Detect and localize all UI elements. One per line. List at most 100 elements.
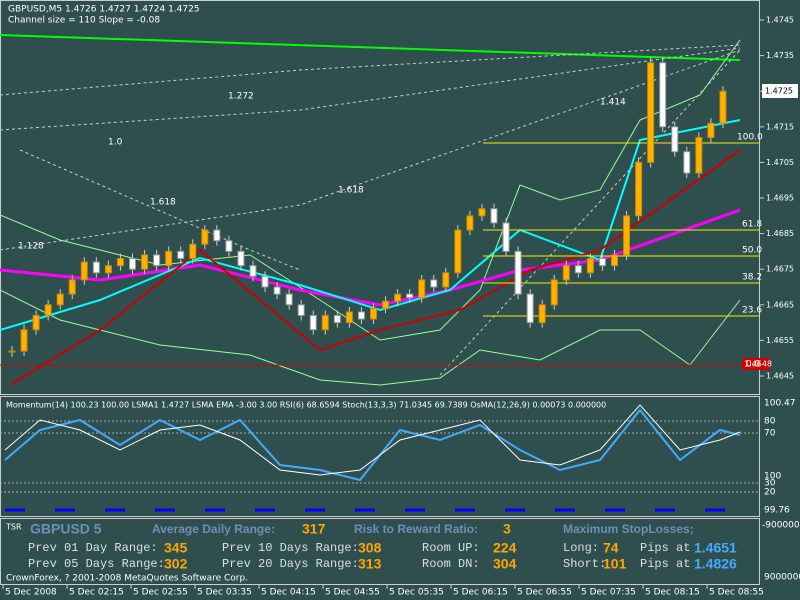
- fib: 1.272 1.0 1.618 1.618 1.128 1.414 100.0 …: [18, 92, 763, 370]
- candle: [201, 229, 209, 245]
- candle: [635, 161, 643, 217]
- candle: [562, 265, 570, 281]
- candle: [430, 279, 438, 288]
- p10-label: Prev 10 Days Range:: [222, 541, 359, 555]
- room-dn: 304: [493, 556, 517, 572]
- candle: [20, 329, 28, 352]
- candle: [129, 258, 136, 270]
- candle: [321, 314, 329, 331]
- candle: [538, 304, 546, 324]
- p01: 345: [164, 540, 188, 556]
- price-tick-label: 1.4645: [766, 372, 794, 381]
- long-label: Long:: [563, 541, 599, 555]
- info-axis: 9000000: [764, 573, 800, 583]
- candles: [8, 57, 727, 358]
- pips-at: Pips at: [640, 557, 690, 571]
- time-label: 5 Dec 06:15: [453, 588, 508, 598]
- time-label: 5 Dec 08:55: [709, 588, 764, 598]
- short-label: Short:: [563, 557, 606, 571]
- decor: [0, 34, 760, 512]
- marker-price: 1.4648: [744, 360, 772, 369]
- time-label: 5 Dec 04:15: [261, 588, 316, 598]
- time-label: 5 Dec 2008: [5, 588, 57, 598]
- candle: [502, 222, 510, 252]
- copyright: CrownForex, ? 2001-2008 MetaQuotes Softw…: [6, 574, 248, 584]
- fib-label: 1.414: [600, 98, 626, 108]
- candle: [382, 300, 390, 309]
- candle: [165, 250, 173, 267]
- candle: [249, 265, 257, 277]
- price-tick-label: 1.4685: [766, 229, 794, 238]
- time-label: 5 Dec 05:35: [389, 588, 444, 598]
- candle: [68, 279, 76, 295]
- price-axis: 1.4745 1.4735 1.4725 1.4715 1.4705 1.4695 1.46…: [760, 16, 794, 381]
- price-tick-label: 1.4715: [766, 122, 794, 131]
- time-label: 5 Dec 07:35: [581, 588, 636, 598]
- candle: [56, 293, 64, 306]
- p20-label: Prev 20 Days Range:: [222, 557, 359, 571]
- indicator-tick: 20: [764, 488, 776, 498]
- indicator-tick: 80: [764, 417, 776, 427]
- time-label: 5 Dec 04:55: [325, 588, 380, 598]
- p01-label: Prev 01 Day Range:: [28, 541, 158, 555]
- candle: [671, 126, 679, 153]
- symbol: GBPUSD 5: [30, 521, 102, 537]
- frame: [0, 0, 760, 585]
- info-panel: TSR GBPUSD 5 Average Daily Range: 317 Ri…: [5, 521, 737, 584]
- candle: [406, 293, 414, 299]
- time-label: 5 Dec 06:55: [517, 588, 572, 598]
- candle: [466, 215, 474, 231]
- adr: 317: [302, 521, 326, 537]
- fib-label: 1.618: [150, 198, 176, 208]
- candle: [261, 275, 269, 288]
- adr-label: Average Daily Range:: [152, 522, 275, 536]
- indicator-axis: 100.47 80 70 100 30 20 99.76 -9000000 90…: [762, 399, 800, 583]
- candle: [345, 311, 353, 324]
- fib-label: 1.0: [108, 138, 123, 148]
- rr: 3: [503, 521, 511, 537]
- price-tick-label: 1.4745: [766, 16, 794, 25]
- candle: [586, 258, 594, 274]
- candle: [574, 265, 582, 274]
- time-label: 5 Dec 02:15: [69, 588, 124, 598]
- indicator-tick: 30: [764, 479, 776, 489]
- candle: [32, 314, 40, 331]
- fib-label: 1.272: [228, 92, 254, 102]
- candle: [92, 261, 100, 274]
- room-dn-label: Room DN:: [422, 557, 480, 571]
- candle: [237, 250, 245, 267]
- candle: [394, 293, 402, 302]
- price-tick-label: 1.4675: [766, 265, 794, 274]
- price-tick-label: 1.4655: [766, 336, 794, 345]
- candle: [80, 261, 88, 281]
- room-up: 224: [493, 540, 517, 556]
- marker-box: [742, 358, 770, 370]
- fib-level: 100.0: [737, 133, 763, 143]
- candle: [550, 279, 558, 306]
- candle: [297, 304, 305, 316]
- price-tick-label: 1.4695: [766, 194, 794, 203]
- room-up-label: Room UP:: [422, 541, 480, 555]
- max-sl: Maximum StopLosses;: [563, 522, 694, 536]
- pips-at: Pips at: [640, 541, 690, 555]
- candle: [225, 240, 233, 252]
- candle: [357, 311, 365, 320]
- fib-level: 23.6: [742, 306, 762, 316]
- indicator-tick: 100: [764, 472, 781, 482]
- candle: [177, 250, 185, 260]
- fib-level: 0.0: [746, 360, 761, 370]
- candle: [44, 304, 52, 316]
- time-axis: 5 Dec 2008 5 Dec 02:15 5 Dec 02:55 5 Dec 03…: [2, 585, 764, 598]
- time-label: 5 Dec 03:35: [197, 588, 252, 598]
- p05: 302: [164, 556, 188, 572]
- candle: [104, 265, 112, 274]
- current-price-box: [762, 84, 798, 98]
- candle: [695, 136, 703, 174]
- long: 74: [603, 540, 619, 556]
- candle: [418, 279, 426, 299]
- candle: [659, 62, 667, 128]
- time-label: 5 Dec 08:15: [645, 588, 700, 598]
- p05-label: Prev 05 Days Range:: [28, 557, 165, 571]
- candle: [514, 250, 522, 295]
